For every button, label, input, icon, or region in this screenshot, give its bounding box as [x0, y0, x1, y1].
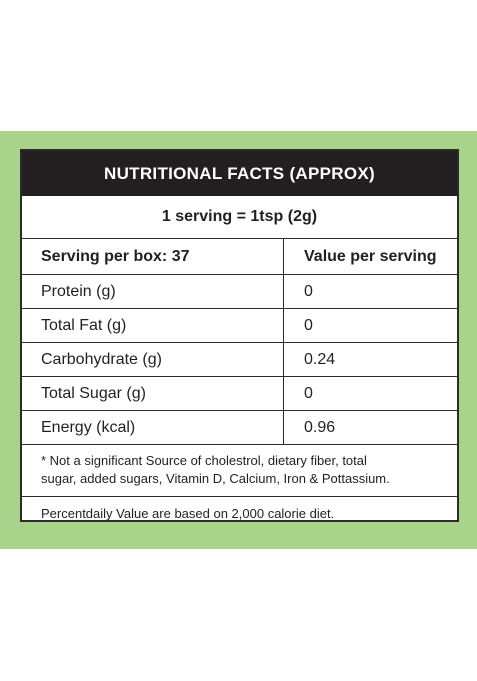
nutrient-value: 0: [304, 384, 313, 402]
nutrient-name: Protein (g): [22, 275, 284, 308]
table-row: Total Sugar (g) 0: [22, 377, 457, 411]
table-header-row: Serving per box: 37 Value per serving: [22, 239, 457, 275]
nutrient-value: 0.96: [304, 418, 336, 436]
nutrient-name: Energy (kcal): [22, 411, 284, 444]
nutrition-facts-panel: NUTRITIONAL FACTS (APPROX) 1 serving = 1…: [20, 149, 459, 522]
serving-size: 1 serving = 1tsp (2g): [22, 196, 457, 239]
servings-per-box: Serving per box: 37: [22, 239, 284, 274]
value-per-serving-header: Value per serving: [304, 247, 437, 265]
nutrient-name: Carbohydrate (g): [22, 343, 284, 376]
table-row: Energy (kcal) 0.96: [22, 411, 457, 445]
nutrient-value: 0: [304, 282, 313, 300]
disclaimer-line-1: * Not a significant Source of cholestrol…: [41, 453, 367, 468]
nutrition-title: NUTRITIONAL FACTS (APPROX): [22, 151, 457, 196]
nutrient-value: 0.24: [304, 350, 336, 368]
disclaimer-note: * Not a significant Source of cholestrol…: [22, 445, 457, 497]
table-row: Protein (g) 0: [22, 275, 457, 309]
nutrient-value: 0: [304, 316, 313, 334]
disclaimer-line-2: sugar, added sugars, Vitamin D, Calcium,…: [41, 471, 390, 486]
table-row: Total Fat (g) 0: [22, 309, 457, 343]
nutrient-name: Total Fat (g): [22, 309, 284, 342]
table-row: Carbohydrate (g) 0.24: [22, 343, 457, 377]
nutrient-name: Total Sugar (g): [22, 377, 284, 410]
daily-value-footnote: Percentdaily Value are based on 2,000 ca…: [41, 506, 335, 521]
